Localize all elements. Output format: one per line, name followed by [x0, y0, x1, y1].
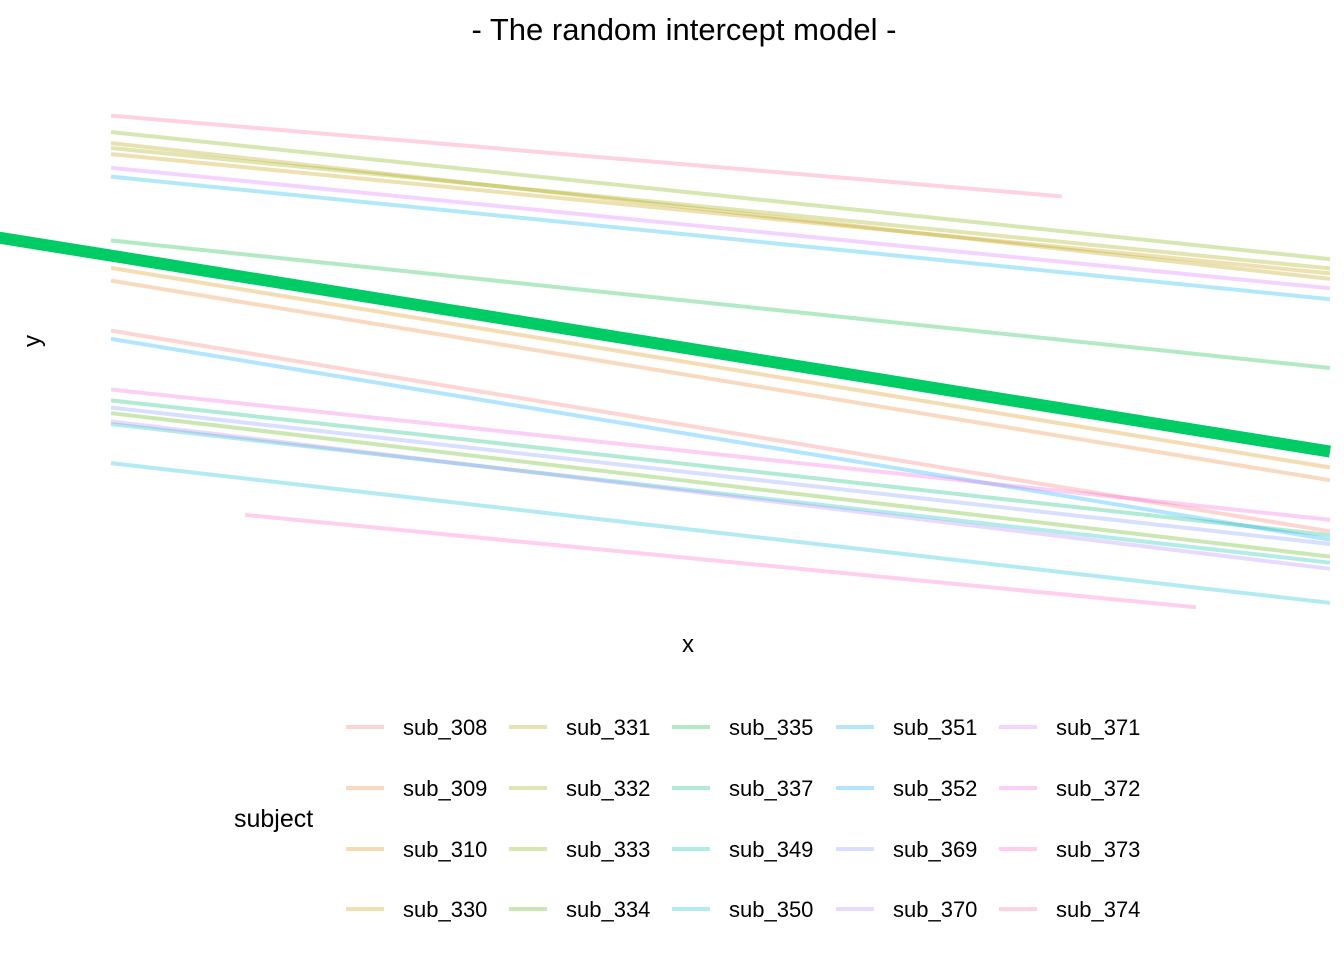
legend-item-sub_331: sub_331	[509, 715, 650, 740]
legend-item-sub_349: sub_349	[672, 837, 813, 862]
legend-item-sub_335: sub_335	[672, 715, 813, 740]
y-axis-label: y	[19, 335, 46, 347]
series-line-sub_349	[110, 422, 1331, 565]
series-line-sub_330	[110, 152, 1331, 276]
series-line-sub_370	[110, 419, 1331, 571]
x-axis-label: x	[682, 631, 694, 658]
legend-label: sub_310	[403, 837, 487, 862]
series-line-sub_309	[110, 278, 1331, 483]
legend-label: sub_369	[893, 837, 977, 862]
legend-item-sub_350: sub_350	[672, 897, 813, 922]
legend-item-sub_337: sub_337	[672, 776, 813, 801]
legend-label: sub_371	[1056, 715, 1140, 740]
legend-item-sub_373: sub_373	[999, 837, 1140, 862]
series-line-sub_337	[110, 398, 1331, 538]
legend-item-sub_330: sub_330	[346, 897, 487, 922]
legend-label: sub_308	[403, 715, 487, 740]
legend-item-sub_370: sub_370	[836, 897, 977, 922]
legend-item-sub_333: sub_333	[509, 837, 650, 862]
series-line-sub_333	[110, 130, 1331, 262]
series-line-sub_373	[244, 512, 1197, 610]
legend-label: sub_349	[729, 837, 813, 862]
legend-item-sub_369: sub_369	[836, 837, 977, 862]
series-line-sub_308	[110, 328, 1331, 534]
legend-label: sub_337	[729, 776, 813, 801]
series-line-sub_332	[110, 146, 1331, 271]
legend-label: sub_374	[1056, 897, 1140, 922]
legend-label: sub_330	[403, 897, 487, 922]
legend-label: sub_309	[403, 776, 487, 801]
series-line-sub_371	[110, 165, 1331, 291]
legend-item-sub_371: sub_371	[999, 715, 1140, 740]
legend-label: sub_351	[893, 715, 977, 740]
chart-title: - The random intercept model -	[471, 12, 896, 47]
legend-item-sub_308: sub_308	[346, 715, 487, 740]
legend-item-sub_309: sub_309	[346, 776, 487, 801]
legend-label: sub_335	[729, 715, 813, 740]
legend-label: sub_331	[566, 715, 650, 740]
fixed-effect-line	[0, 231, 1331, 458]
legend-item-sub_334: sub_334	[509, 897, 650, 922]
legend-item-sub_310: sub_310	[346, 837, 487, 862]
series-line-sub_335	[110, 238, 1331, 370]
legend-label: sub_372	[1056, 776, 1140, 801]
legend-title: subject	[234, 805, 313, 833]
legend-label: sub_370	[893, 897, 977, 922]
legend-label: sub_333	[566, 837, 650, 862]
legend-item-sub_372: sub_372	[999, 776, 1140, 801]
series-line-sub_310	[110, 265, 1331, 470]
series-line-sub_352	[110, 336, 1331, 542]
legend-item-sub_352: sub_352	[836, 776, 977, 801]
legend-label: sub_352	[893, 776, 977, 801]
legend: sub_308 sub_309 sub_310 sub_330 sub_331 sub_3…	[346, 715, 1140, 922]
series-line-sub_372	[110, 387, 1331, 522]
legend-label: sub_373	[1056, 837, 1140, 862]
legend-item-sub_351: sub_351	[836, 715, 977, 740]
legend-label: sub_332	[566, 776, 650, 801]
legend-item-sub_332: sub_332	[509, 776, 650, 801]
legend-label: sub_334	[566, 897, 650, 922]
series-line-sub_351	[110, 174, 1331, 302]
legend-item-sub_374: sub_374	[999, 897, 1140, 922]
series-line-sub_334	[110, 411, 1331, 559]
series-line-sub_331	[110, 141, 1331, 281]
series-line-sub_369	[110, 405, 1331, 546]
legend-label: sub_350	[729, 897, 813, 922]
series-line-sub_374	[110, 113, 1062, 199]
series-line-sub_350	[110, 461, 1331, 605]
plot-area	[0, 113, 1331, 610]
